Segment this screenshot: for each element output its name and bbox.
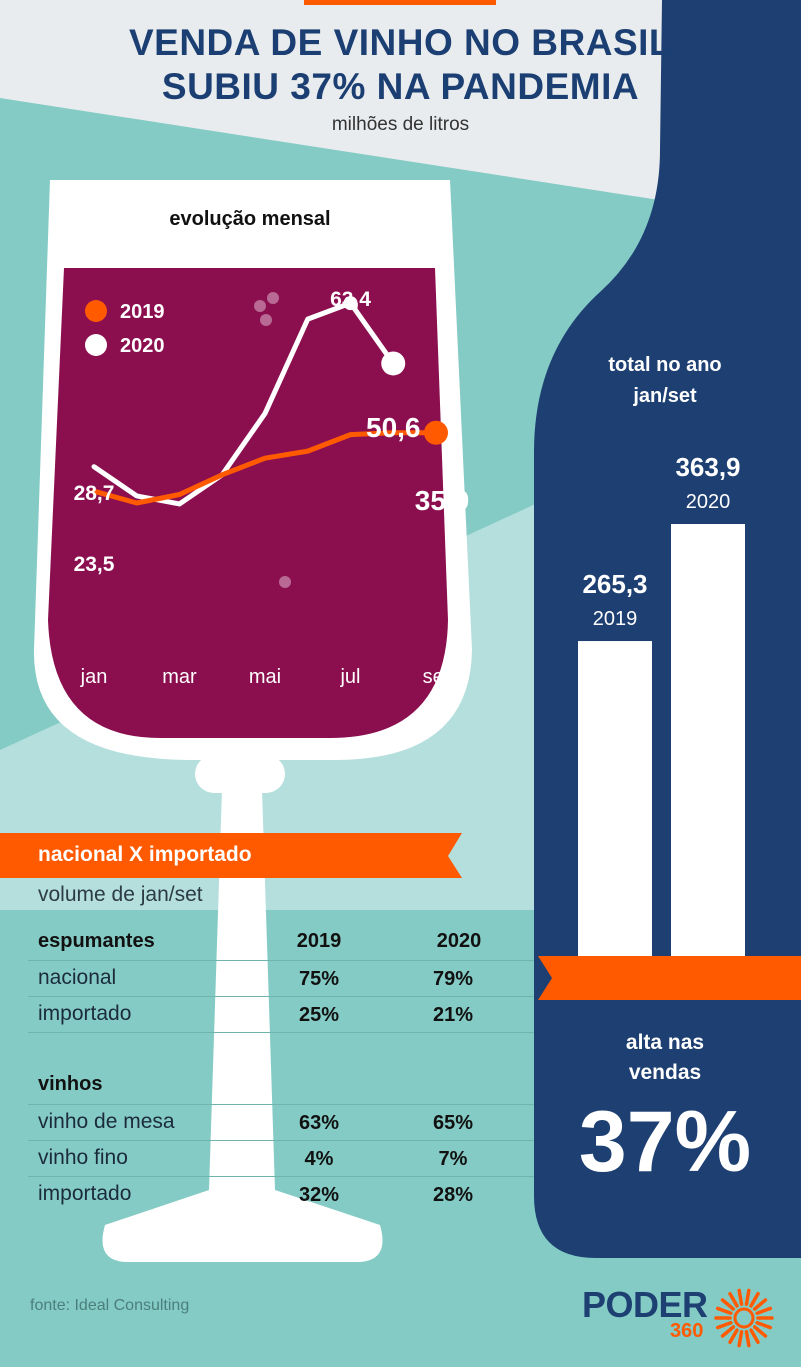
sun-ray [720,1325,736,1338]
table-row-label: vinho de mesa [38,1110,175,1133]
sun-ray [749,1292,760,1308]
sun-ray [728,1328,739,1344]
row-divider [28,1104,534,1105]
table-cell-2020: 7% [438,1148,468,1170]
growth-value: 37% [578,1094,752,1190]
sun-ray [755,1306,773,1315]
legend-label-2019: 2019 [120,301,165,323]
table-banner [0,833,462,878]
row-divider [28,1176,534,1177]
sun-ray [749,1328,760,1344]
bar-2019 [578,641,652,956]
table-cell-2020: 65% [432,1112,474,1134]
data-label-2020-jan: 28,7 [74,482,115,505]
bar-value-2020: 363,9 [675,452,740,482]
sun-ray [744,1330,751,1348]
sun-ray [737,1288,744,1306]
row-divider [28,1140,534,1141]
data-label-2020-peak: 63,4 [330,288,371,311]
totals-bar-chart: 265,3 2019 363,9 2020 [578,452,745,956]
table-row-label: importado [38,1182,132,1205]
data-label-2019-jan: 23,5 [74,553,115,576]
row-divider [28,1032,534,1033]
table-row-label: nacional [38,966,117,989]
totals-heading-line-2: jan/set [633,385,697,407]
bar-value-2019: 265,3 [582,569,647,599]
point-2019-end [424,420,448,445]
subtitle: milhões de litros [331,114,470,135]
table-subtitle: volume de jan/set [38,883,203,906]
sun-ray [715,1321,733,1330]
sun-ray [728,1292,739,1308]
series-2020-line [91,300,396,507]
growth-label-line-2: vendas [628,1061,702,1084]
wine-fill [48,268,448,738]
source-note: fonte: Ideal Consulting [30,1297,190,1314]
point-2020-end [381,351,406,376]
totals-heading-line-1: total no ano [608,354,722,376]
monthly-line-chart: 2019 2020 jan mar mai jul set 28,7 23,5 63,4 50,… [74,288,470,688]
x-tick-jan: jan [80,666,108,688]
table-cell-2019: 4% [304,1148,334,1170]
table-cell-2020: 28% [432,1184,474,1206]
sun-ray [752,1298,768,1311]
sun-ray [720,1298,736,1311]
sun-ray [744,1288,751,1306]
col-header-2020: 2020 [436,930,482,952]
table-cell-2019: 63% [298,1112,340,1134]
legend-marker-2019 [85,300,107,322]
x-tick-jul: jul [339,666,360,688]
table-row-label: vinho fino [38,1146,128,1169]
table-row-label: importado [38,1002,132,1025]
bar-2020 [671,524,745,956]
table-cell-2020: 21% [432,1004,474,1026]
table-cell-2019: 32% [298,1184,340,1206]
point-2020-peak [343,296,358,311]
series-2019-line [91,430,439,506]
bar-year-2020: 2020 [686,491,731,513]
logo-sub: 360 [670,1320,704,1342]
logo-wordmark: PODER [582,1284,708,1325]
col-header-2019: 2019 [296,930,342,952]
legend-label-2020: 2020 [120,335,165,357]
bottle-ribbon [538,956,801,1000]
sun-ray [737,1330,744,1348]
row-divider [28,960,534,961]
monthly-chart-title: evolução mensal [169,208,331,230]
espumantes-heading: espumantes [38,930,155,952]
legend-marker-2020 [85,334,107,356]
bar-year-2019: 2019 [593,608,638,630]
x-tick-set: set [423,666,450,688]
x-tick-mai: mai [249,666,281,688]
data-label-2020-end: 50,6 [366,412,421,443]
table-cell-2019: 25% [298,1004,340,1026]
sun-ray [715,1306,733,1315]
table-banner-label: nacional X importado [38,843,252,866]
growth-label-line-1: alta nas [625,1031,705,1054]
table-cell-2019: 75% [298,968,340,990]
sun-ray [752,1325,768,1338]
data-label-2019-end: 35,9 [415,485,470,516]
title-line-1: VENDA DE VINHO NO BRASIL [128,22,673,63]
title-line-2: SUBIU 37% NA PANDEMIA [161,66,640,107]
vinhos-heading: vinhos [38,1073,103,1095]
poder360-logo: PODER 360 [582,1284,782,1354]
x-tick-mar: mar [162,666,197,688]
sun-icon [714,1288,774,1348]
sun-ray [755,1321,773,1330]
table-cell-2020: 79% [432,968,474,990]
row-divider [28,996,534,997]
